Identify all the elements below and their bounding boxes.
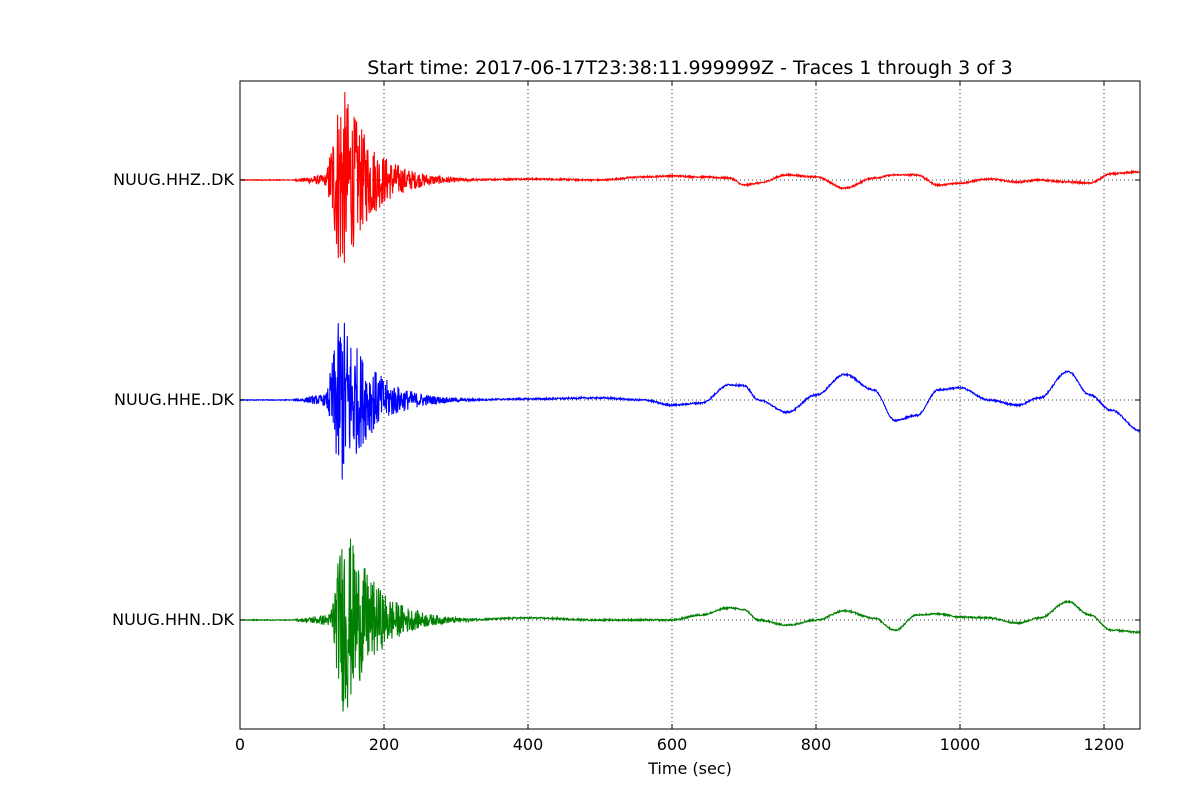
x-ticks: 0 200 400 600 800 1000 1200 — [235, 81, 1140, 754]
trace-label: NUUG.HHE..DK — [114, 390, 235, 409]
x-tick-label: 600 — [657, 735, 688, 754]
x-tick-label: 1000 — [940, 735, 981, 754]
x-tick-label: 400 — [513, 735, 544, 754]
trace-line — [239, 538, 1141, 712]
trace-line — [239, 322, 1141, 480]
plot-frame — [239, 80, 1141, 730]
traces — [239, 91, 1141, 712]
trace-label: NUUG.HHZ..DK — [113, 170, 234, 189]
x-axis-label: Time (sec) — [647, 759, 732, 778]
trace-line — [239, 91, 1141, 263]
x-tick-label: 200 — [369, 735, 400, 754]
trace-label: NUUG.HHN..DK — [112, 610, 234, 629]
x-tick-label: 800 — [801, 735, 832, 754]
trace-labels: NUUG.HHZ..DK NUUG.HHE..DK NUUG.HHN..DK — [112, 170, 234, 629]
x-tick-label: 1200 — [1084, 735, 1125, 754]
x-tick-label: 0 — [235, 735, 245, 754]
chart-title: Start time: 2017-06-17T23:38:11.999999Z … — [367, 57, 1012, 79]
